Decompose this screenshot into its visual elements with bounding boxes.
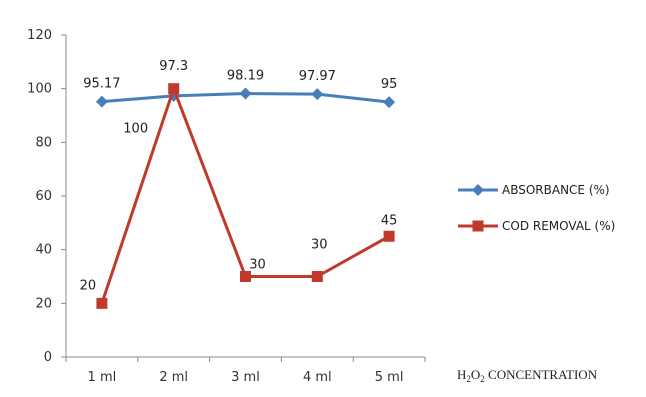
x-title-sub1: 2	[466, 374, 471, 384]
data-label: 95.17	[83, 77, 120, 92]
y-tick-label: 100	[27, 82, 52, 97]
data-label: 30	[249, 258, 266, 273]
x-tick-label: 2 ml	[159, 370, 188, 385]
series-point	[168, 83, 180, 95]
y-tick-label: 80	[35, 135, 52, 150]
series-point	[383, 96, 396, 109]
data-labels: 95.17 97.3 98.19 97.97 95 20 100 30 30 45	[80, 59, 398, 293]
series-point	[383, 230, 395, 242]
x-tick-label: 4 ml	[303, 370, 332, 385]
series-point	[311, 271, 323, 282]
series-point	[240, 271, 251, 282]
legend-label: ABSORBANCE (%)	[502, 183, 610, 197]
y-tick-label: 20	[35, 296, 52, 311]
y-tick-label: 60	[35, 189, 52, 204]
legend-label: COD REMOVAL (%)	[502, 219, 615, 233]
legend: ABSORBANCE (%) COD REMOVAL (%)	[458, 183, 615, 233]
x-tick-label: 5 ml	[375, 370, 404, 385]
data-label: 45	[381, 213, 398, 228]
legend-marker	[472, 184, 484, 196]
y-tick-label: 40	[35, 243, 52, 258]
data-label: 97.97	[299, 69, 336, 84]
x-title-h: H	[457, 367, 466, 382]
x-title-sub2: 2	[480, 374, 485, 384]
x-title-rest: CONCENTRATION	[485, 367, 598, 382]
data-label: 100	[123, 122, 148, 137]
data-label: 30	[311, 238, 328, 253]
tick-labels: 0 20 40 60 80 100 120 1 ml 2 ml 3 ml 4 ml 5 ml	[27, 28, 403, 385]
x-title-o: O	[471, 367, 480, 382]
data-label: 20	[80, 278, 97, 293]
axes	[61, 34, 426, 362]
series-layer	[95, 83, 396, 309]
y-tick-label: 120	[27, 28, 52, 43]
series-point	[239, 87, 252, 100]
data-label: 98.19	[227, 69, 264, 84]
y-tick-label: 0	[44, 350, 52, 365]
data-label: 95	[381, 77, 398, 92]
data-label: 97.3	[159, 59, 188, 74]
x-tick-label: 1 ml	[88, 370, 117, 385]
series-point	[95, 95, 108, 108]
x-tick-label: 3 ml	[231, 370, 260, 385]
legend-marker	[472, 220, 484, 232]
series-point	[311, 88, 324, 101]
series-point	[96, 297, 108, 309]
x-axis-title: H2O2 CONCENTRATION	[457, 367, 598, 384]
